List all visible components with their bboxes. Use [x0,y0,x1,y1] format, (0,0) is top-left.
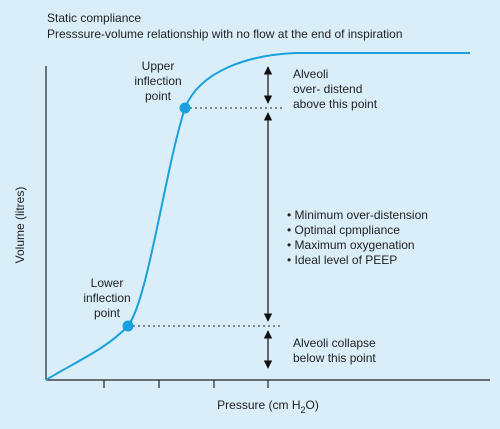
bottom-note: Alveoli collapse below this point [293,336,376,365]
x-label-text: Pressure (cm H [217,398,300,412]
note-line: above this point [293,97,378,111]
title: Static compliance [47,11,141,25]
middle-note: • Minimum over-distension • Optimal cpmp… [287,208,428,267]
pv-curve [45,52,470,381]
bullet: • Optimal cpmpliance [287,223,400,237]
dotted-lines [128,107,282,327]
label-line: Lower [91,276,124,290]
note-line: over- distend [293,82,362,96]
x-label-sub: 2 [300,405,305,415]
lower-point [122,320,134,332]
note-line: Alveoli [293,67,328,81]
x-axis-label: Pressure (cm H2O) [217,398,319,415]
note-line: below this point [293,351,376,365]
label-line: point [94,306,121,320]
x-label-end: O) [306,398,319,412]
label-line: Upper [142,59,175,73]
lower-label: Lower inflection point [83,276,130,320]
bullet: • Maximum oxygenation [287,238,415,252]
note-line: Alveoli collapse [293,336,376,350]
subtitle: Presssure-volume relationship with no fl… [47,27,403,41]
y-axis-label: Volume (litres) [13,187,27,264]
bullet: • Ideal level of PEEP [287,253,397,267]
label-line: inflection [134,74,181,88]
label-line: inflection [83,291,130,305]
upper-label: Upper inflection point [134,59,181,103]
bullet: • Minimum over-distension [287,208,428,222]
upper-point [179,102,191,114]
axes [45,66,490,388]
label-line: point [145,89,172,103]
top-note: Alveoli over- distend above this point [293,67,378,111]
